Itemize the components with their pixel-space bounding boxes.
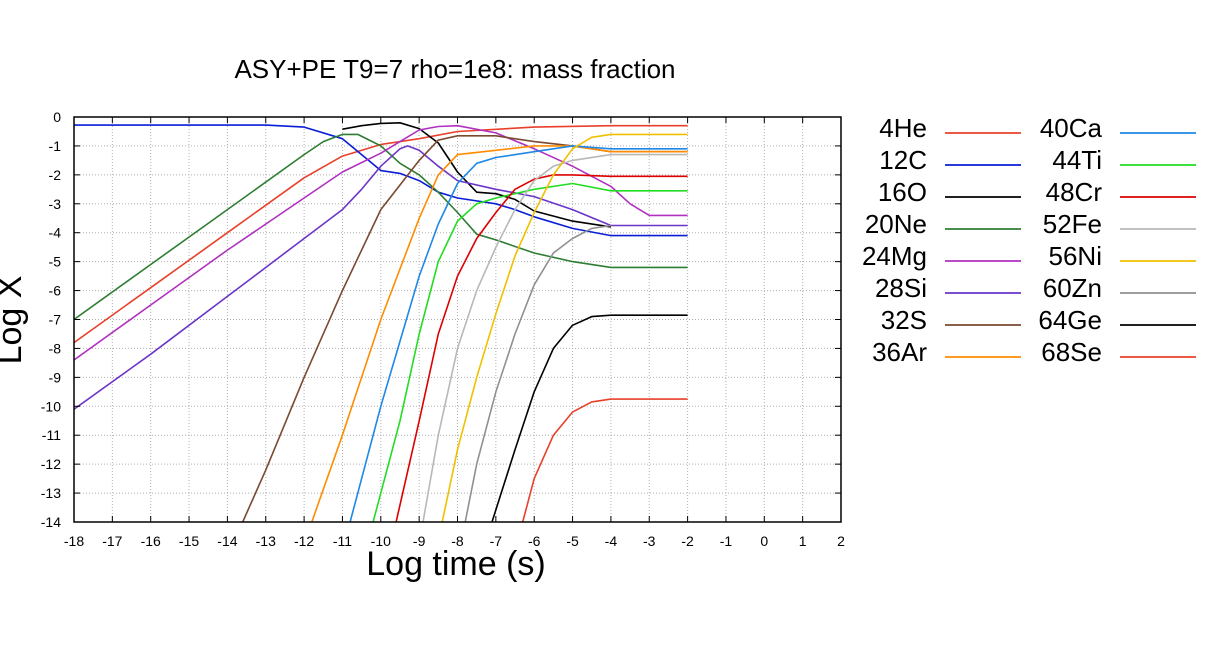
x-tick-label: -17 — [102, 533, 122, 549]
x-tick-label: -8 — [451, 533, 464, 549]
y-tick-label: -2 — [49, 167, 62, 183]
x-tick-label: -9 — [413, 533, 426, 549]
legend-label-12C: 12C — [879, 145, 927, 175]
y-tick-label: -3 — [49, 196, 62, 212]
y-tick-label: -6 — [49, 283, 62, 299]
x-tick-label: -12 — [294, 533, 314, 549]
x-tick-label: -11 — [333, 533, 352, 549]
y-tick-label: -14 — [41, 514, 61, 530]
x-tick-label: -2 — [681, 533, 694, 549]
x-tick-label: -10 — [371, 533, 391, 549]
legend-label-28Si: 28Si — [875, 273, 927, 303]
y-axis-label: Log X — [0, 276, 29, 365]
legend-label-52Fe: 52Fe — [1043, 209, 1102, 239]
series-line-24Mg — [74, 124, 688, 361]
legend-label-60Zn: 60Zn — [1043, 273, 1102, 303]
x-tick-label: -15 — [179, 533, 199, 549]
y-tick-label: -10 — [41, 398, 61, 414]
x-tick-label: 2 — [837, 533, 845, 549]
series-line-60Zn — [464, 224, 612, 522]
legend-label-4He: 4He — [879, 113, 927, 143]
series-line-48Cr — [395, 174, 688, 522]
legend-label-20Ne: 20Ne — [865, 209, 927, 239]
x-tick-label: -7 — [490, 533, 503, 549]
y-tick-label: -1 — [49, 138, 62, 154]
series-line-28Si — [74, 145, 688, 410]
x-tick-label: -14 — [217, 533, 237, 549]
legend-label-64Ge: 64Ge — [1038, 305, 1102, 335]
series-line-52Fe — [422, 153, 688, 522]
legend-label-24Mg: 24Mg — [862, 241, 927, 271]
y-tick-label: -4 — [49, 225, 62, 241]
series-line-20Ne — [74, 133, 688, 321]
y-tick-label: -12 — [41, 456, 61, 472]
legend-label-44Ti: 44Ti — [1052, 145, 1102, 175]
legend-label-48Cr: 48Cr — [1046, 177, 1103, 207]
legend-label-56Ni: 56Ni — [1049, 241, 1102, 271]
legend-label-32S: 32S — [881, 305, 927, 335]
series-line-68Se — [521, 398, 688, 522]
x-tick-label: -1 — [720, 533, 733, 549]
x-tick-label: 0 — [760, 533, 768, 549]
legend-label-68Se: 68Se — [1041, 337, 1102, 367]
y-tick-label: 0 — [53, 109, 61, 125]
y-tick-label: -8 — [49, 340, 62, 356]
series-line-64Ge — [491, 314, 688, 522]
series-line-12C — [74, 124, 688, 237]
x-tick-label: -16 — [141, 533, 161, 549]
x-tick-label: -6 — [528, 533, 541, 549]
y-tick-label: -11 — [42, 427, 61, 443]
chart-title: ASY+PE T9=7 rho=1e8: mass fraction — [234, 54, 675, 84]
series-line-44Ti — [372, 182, 688, 522]
y-tick-label: -5 — [49, 254, 62, 270]
x-tick-label: -5 — [566, 533, 579, 549]
series-line-56Ni — [441, 133, 688, 522]
x-axis-label: Log time (s) — [366, 545, 546, 583]
x-tick-label: -18 — [64, 533, 84, 549]
y-tick-label: -9 — [49, 369, 62, 385]
x-tick-label: 1 — [799, 533, 807, 549]
series-line-36Ar — [311, 145, 688, 522]
x-tick-label: -13 — [256, 533, 276, 549]
y-tick-label: -13 — [41, 485, 61, 501]
series-line-4He — [74, 124, 688, 344]
x-tick-label: -4 — [605, 533, 618, 549]
legend-label-40Ca: 40Ca — [1040, 113, 1103, 143]
series-line-40Ca — [349, 145, 688, 522]
legend-label-36Ar: 36Ar — [872, 337, 927, 367]
legend-label-16O: 16O — [878, 177, 927, 207]
x-tick-label: -3 — [643, 533, 656, 549]
y-tick-label: -7 — [49, 312, 62, 328]
